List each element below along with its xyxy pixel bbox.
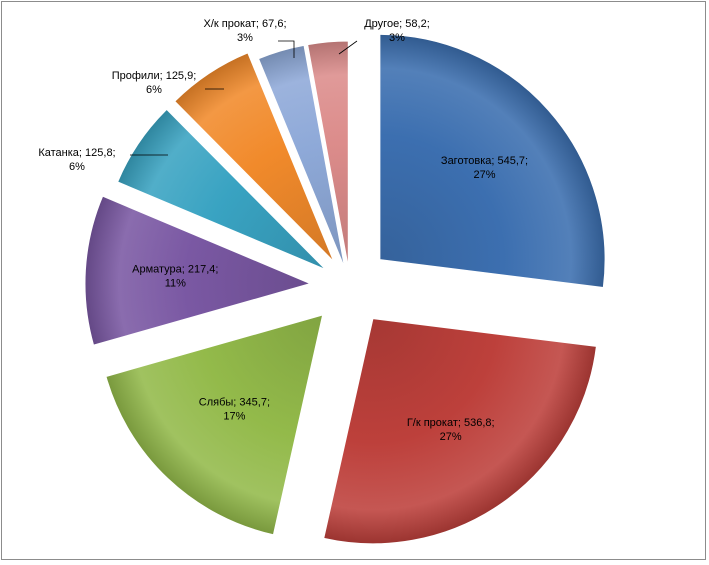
data-label-8: Другое; 58,2; 3% bbox=[364, 18, 430, 44]
pie-slice-5 bbox=[117, 109, 326, 270]
data-label-text: Заготовка; 545,7; bbox=[441, 155, 528, 167]
pie-slice-2 bbox=[323, 318, 597, 545]
data-label-1: Заготовка; 545,7; 27% bbox=[441, 155, 528, 181]
data-label-text: Арматура; 217,4; bbox=[132, 263, 218, 275]
data-label-text: Слябы; 345,7; bbox=[199, 396, 270, 408]
data-label-text: Г/к прокат; 536,8; bbox=[407, 417, 495, 429]
data-label-text: Другое; 58,2; bbox=[364, 18, 430, 30]
data-label-2: Г/к прокат; 536,8; 27% bbox=[407, 417, 495, 443]
pie-slice-1 bbox=[379, 34, 606, 288]
slices-layer bbox=[84, 34, 606, 545]
pie-slice-3 bbox=[105, 314, 323, 536]
data-label-7: Х/к прокат; 67,6; 3% bbox=[204, 18, 287, 44]
data-label-text: Профили; 125,9; bbox=[112, 70, 197, 82]
pie-slice-7 bbox=[258, 45, 345, 268]
data-label-percent: 6% bbox=[146, 84, 162, 96]
labels-layer: Заготовка; 545,7; 27% Г/к прокат; 536,8; 27… bbox=[38, 18, 528, 443]
data-label-percent: 27% bbox=[473, 169, 495, 181]
pie-slice-6 bbox=[174, 52, 334, 262]
data-label-percent: 3% bbox=[237, 32, 253, 44]
data-label-percent: 27% bbox=[440, 431, 462, 443]
data-label-5: Катанка; 125,8; 6% bbox=[38, 147, 115, 173]
data-label-4: Арматура; 217,4; 11% bbox=[132, 263, 218, 289]
data-label-text: Х/к прокат; 67,6; bbox=[204, 18, 287, 30]
data-label-text: Катанка; 125,8; bbox=[38, 147, 115, 159]
data-label-percent: 6% bbox=[69, 161, 85, 173]
data-label-3: Слябы; 345,7; 17% bbox=[199, 396, 270, 422]
pie-slice-8 bbox=[307, 40, 349, 267]
leader-line-7 bbox=[278, 40, 295, 58]
data-label-percent: 17% bbox=[223, 410, 245, 422]
leader-line-8 bbox=[338, 40, 358, 55]
data-label-percent: 3% bbox=[389, 32, 405, 44]
leader-lines-layer bbox=[130, 40, 358, 156]
pie-slice-4 bbox=[84, 195, 311, 346]
data-label-6: Профили; 125,9; 6% bbox=[112, 70, 197, 96]
data-label-percent: 11% bbox=[165, 277, 186, 289]
